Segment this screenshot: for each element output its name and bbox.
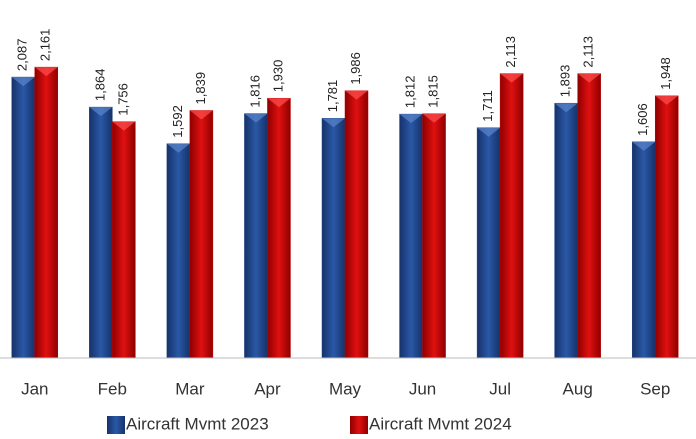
- bar-bevel: [89, 107, 113, 117]
- value-label: 1,592: [170, 105, 185, 138]
- bar: [267, 97, 291, 359]
- bar: [321, 118, 346, 359]
- bar: [499, 73, 524, 359]
- x-tick-label: Sep: [640, 379, 670, 398]
- bar: [244, 113, 268, 359]
- bar: [34, 66, 59, 359]
- bar-bevel: [166, 143, 190, 153]
- bar: [344, 90, 369, 359]
- x-tick-label: Aug: [563, 379, 593, 398]
- value-label: 1,812: [402, 76, 417, 109]
- x-tick-label: May: [329, 379, 362, 398]
- value-label: 2,113: [503, 36, 518, 68]
- value-label: 1,864: [92, 69, 107, 102]
- value-label: 1,781: [325, 80, 340, 113]
- bar-bevel: [345, 90, 368, 100]
- bar-bevel: [112, 121, 136, 131]
- x-tick-label: Jul: [489, 379, 511, 398]
- bar: [554, 102, 578, 359]
- bar-bevel: [11, 77, 35, 87]
- value-label: 2,113: [581, 36, 596, 68]
- value-label: 1,839: [193, 72, 208, 105]
- bar-bevel: [34, 67, 58, 77]
- bar: [631, 141, 656, 359]
- value-label: 1,816: [247, 75, 262, 108]
- bar-bevel: [577, 73, 601, 83]
- bar-bevel: [500, 73, 524, 83]
- bar-bevel: [189, 110, 213, 120]
- bar: [577, 73, 601, 359]
- legend-swatch: [350, 416, 368, 434]
- bar-bevel: [554, 103, 578, 113]
- value-label: 1,986: [348, 52, 363, 85]
- value-label: 1,606: [635, 103, 650, 136]
- bar: [422, 113, 446, 359]
- bar-bevel: [632, 141, 656, 151]
- legend-swatch: [107, 416, 125, 434]
- value-label: 1,930: [270, 60, 285, 93]
- value-label: 1,948: [658, 57, 673, 90]
- value-label: 1,815: [425, 75, 440, 108]
- bar: [166, 143, 191, 359]
- x-tick-label: Apr: [254, 379, 281, 398]
- value-label: 1,756: [115, 83, 130, 116]
- value-label: 1,893: [558, 65, 573, 98]
- value-label: 2,161: [38, 29, 53, 62]
- bar: [399, 113, 423, 359]
- bar: [11, 76, 36, 359]
- bar: [654, 95, 679, 359]
- bar-bevel: [399, 114, 423, 124]
- bar-bevel: [422, 113, 446, 123]
- bar-bevel: [244, 113, 268, 123]
- bar: [112, 121, 136, 359]
- bar: [89, 106, 113, 359]
- bar-bevel: [267, 98, 291, 108]
- x-tick-label: Jan: [21, 379, 48, 398]
- value-label: 2,087: [15, 39, 30, 72]
- value-label: 1,711: [480, 90, 495, 122]
- bar: [476, 127, 501, 359]
- legend-label: Aircraft Mvmt 2023: [126, 414, 269, 433]
- x-tick-label: Jun: [409, 379, 436, 398]
- bar: [189, 110, 214, 359]
- bar-bevel: [322, 118, 345, 128]
- x-tick-label: Mar: [175, 379, 205, 398]
- bar-bevel: [655, 95, 679, 105]
- legend-label: Aircraft Mvmt 2024: [369, 414, 512, 433]
- x-tick-label: Feb: [98, 379, 127, 398]
- bar-bevel: [477, 127, 501, 137]
